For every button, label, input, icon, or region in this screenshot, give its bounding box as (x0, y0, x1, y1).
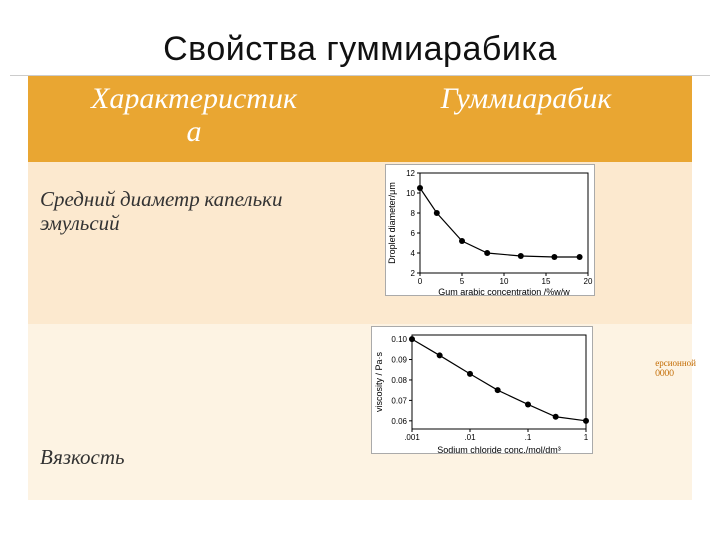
svg-text:0: 0 (418, 277, 423, 286)
svg-text:6: 6 (411, 229, 416, 238)
svg-text:0.09: 0.09 (391, 356, 407, 365)
svg-text:2: 2 (411, 269, 416, 278)
svg-text:15: 15 (542, 277, 551, 286)
svg-text:0.10: 0.10 (391, 335, 407, 344)
row-label-viscosity: Вязкость (28, 324, 365, 500)
properties-table: Характеристик а Гуммиарабик Средний диам… (28, 76, 692, 500)
svg-text:.1: .1 (525, 433, 532, 442)
svg-text:.01: .01 (464, 433, 476, 442)
svg-text:.001: .001 (404, 433, 420, 442)
svg-text:20: 20 (584, 277, 593, 286)
svg-text:0.08: 0.08 (391, 376, 407, 385)
svg-text:4: 4 (411, 249, 416, 258)
svg-text:12: 12 (406, 169, 415, 178)
table-row: Средний диаметр капельки эмульсий 2 4 6 8 10… (28, 162, 692, 324)
svg-text:0.06: 0.06 (391, 417, 407, 426)
svg-text:10: 10 (500, 277, 509, 286)
row-label-droplet-diameter: Средний диаметр капельки эмульсий (28, 162, 365, 324)
table-header-row: Характеристик а Гуммиарабик (28, 76, 692, 162)
overflow-text-fragment: ерсионной0000 (655, 360, 696, 380)
svg-text:8: 8 (411, 209, 416, 218)
svg-text:Droplet diameter/μm: Droplet diameter/μm (387, 182, 397, 264)
svg-text:Sodium chloride conc./mol/dm³: Sodium chloride conc./mol/dm³ (437, 445, 561, 455)
svg-text:Gum arabic concentration /%w/w: Gum arabic concentration /%w/w (438, 287, 570, 297)
svg-text:5: 5 (460, 277, 465, 286)
chart-cell-droplet: 2 4 6 8 10 12 0 5 10 15 20 Gum arabic concentration… (365, 162, 692, 324)
page-title: Свойства гуммиарабика (10, 0, 710, 76)
svg-text:1: 1 (584, 433, 589, 442)
droplet-diameter-chart: 2 4 6 8 10 12 0 5 10 15 20 Gum arabic concentration… (385, 164, 595, 296)
svg-text:10: 10 (406, 189, 415, 198)
svg-text:viscosity / Pa·s: viscosity / Pa·s (374, 351, 384, 412)
header-cell-characteristic: Характеристик а (28, 76, 360, 162)
header-cell-value: Гуммиарабик (360, 76, 692, 162)
chart-cell-viscosity: 0.06 0.07 0.08 0.09 0.10 .001 .01 .1 1 Sodium chl… (365, 324, 692, 500)
svg-text:0.07: 0.07 (391, 396, 407, 405)
table-row: Вязкость 0.06 0.07 0.08 0.09 0.10 .001 .01 .1 1 S… (28, 324, 692, 500)
viscosity-chart: 0.06 0.07 0.08 0.09 0.10 .001 .01 .1 1 Sodium chl… (371, 326, 593, 454)
